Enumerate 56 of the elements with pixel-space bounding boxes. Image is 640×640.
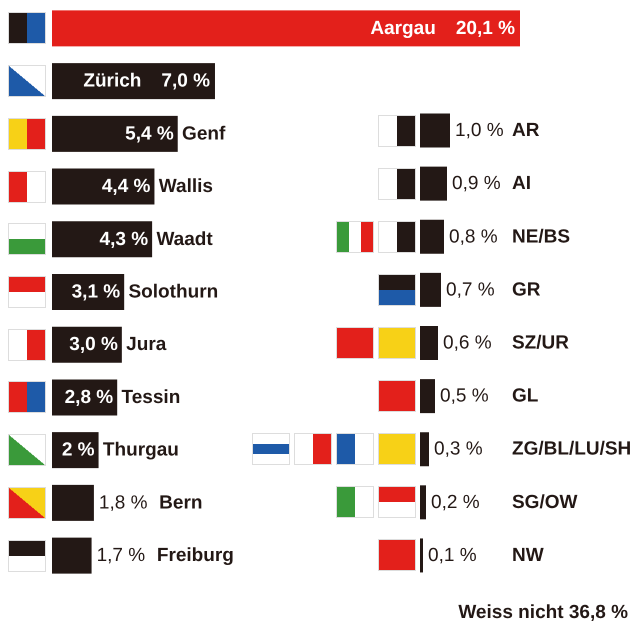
data-label: 0,3 % xyxy=(434,438,483,460)
bar xyxy=(52,484,94,521)
y-tick-label: Zürich xyxy=(83,70,142,92)
data-label: 3,0 % xyxy=(69,334,118,356)
bar xyxy=(52,221,152,258)
data-label: 7,0 % xyxy=(161,70,210,92)
data-label: 1,7 % xyxy=(96,545,146,566)
y-tick-label: Thurgau xyxy=(102,440,179,461)
bar xyxy=(420,485,426,520)
y-tick-label: Tessin xyxy=(122,386,180,408)
bar xyxy=(420,114,450,148)
data-label: 0,1 % xyxy=(428,544,477,566)
y-tick-label: AR xyxy=(512,120,540,142)
data-label: 0,2 % xyxy=(431,492,480,513)
y-tick-label: GL xyxy=(512,386,539,407)
bar xyxy=(52,116,178,152)
data-label: 0,5 % xyxy=(440,386,489,407)
bar xyxy=(52,168,154,205)
data-label: 0,7 % xyxy=(446,279,495,300)
data-label: 4,3 % xyxy=(100,228,148,250)
bar xyxy=(52,538,92,574)
data-label: 0,6 % xyxy=(443,332,492,354)
bar xyxy=(420,538,423,572)
y-tick-label: Freiburg xyxy=(156,545,234,566)
y-tick-label: Wallis xyxy=(158,176,213,198)
y-tick-label: SZ/UR xyxy=(512,332,570,354)
bar xyxy=(420,379,435,414)
y-tick-label: Genf xyxy=(182,123,226,144)
y-tick-label: Solothurn xyxy=(128,282,218,302)
data-label: 2,8 % xyxy=(64,386,114,408)
bar xyxy=(420,166,447,201)
data-label: 1,8 % xyxy=(98,492,148,514)
y-tick-label: NW xyxy=(512,544,544,566)
y-tick-label: Bern xyxy=(159,492,202,514)
data-label: 3,1 % xyxy=(72,282,120,302)
data-label: 0,8 % xyxy=(449,226,498,248)
bar xyxy=(420,220,444,254)
bar xyxy=(420,432,429,466)
y-tick-label: Aargau xyxy=(370,18,436,39)
data-label: 4,4 % xyxy=(102,176,151,198)
y-tick-label: SG/OW xyxy=(512,492,578,513)
text: Weiss nicht 36,8 % xyxy=(458,602,628,623)
y-tick-label: GR xyxy=(512,279,541,300)
bar xyxy=(52,10,520,46)
y-tick-label: Jura xyxy=(126,334,167,356)
y-tick-label: ZG/BL/LU/SH xyxy=(512,438,632,460)
data-label: 20,1 % xyxy=(456,18,516,39)
y-tick-label: AI xyxy=(512,173,531,194)
data-label: 5,4 % xyxy=(125,123,174,144)
data-label: 0,9 % xyxy=(452,173,501,194)
data-label: 1,0 % xyxy=(455,120,504,142)
bar xyxy=(420,272,441,307)
y-tick-label: NE/BS xyxy=(512,226,570,248)
data-label: 2 % xyxy=(62,440,95,461)
y-tick-label: Waadt xyxy=(156,228,214,250)
bar xyxy=(420,326,438,360)
